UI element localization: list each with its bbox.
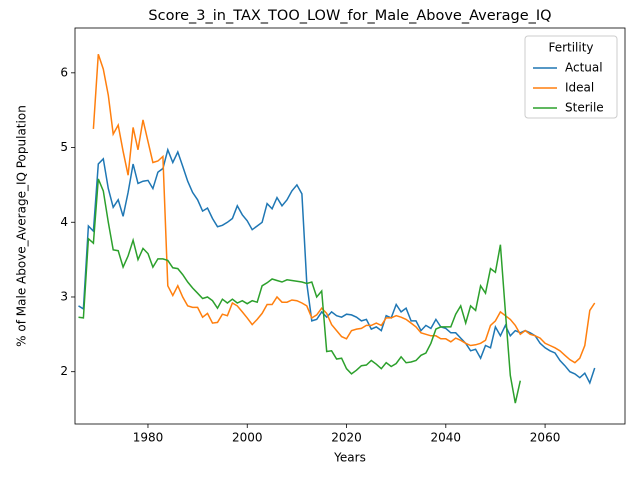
y-tick-label: 6 <box>60 65 68 79</box>
series-line <box>78 147 596 385</box>
plot-frame <box>74 27 626 425</box>
x-tick-label: 2000 <box>232 431 263 445</box>
legend-label: Sterile <box>565 101 604 115</box>
x-axis-label: Years <box>333 451 366 465</box>
x-tick-label: 1980 <box>133 431 164 445</box>
x-tick-label: 2020 <box>331 431 362 445</box>
chart-title: Score_3_in_TAX_TOO_LOW_for_Male_Above_Av… <box>148 8 551 24</box>
y-tick-label: 2 <box>60 364 68 378</box>
legend-label: Actual <box>565 61 603 75</box>
legend-label: Ideal <box>565 81 594 95</box>
x-tick-label: 2060 <box>530 431 561 445</box>
y-axis-label: % of Male Above_Average_IQ Population <box>15 105 29 347</box>
y-tick-label: 4 <box>60 215 68 229</box>
legend-title: Fertility <box>548 41 593 55</box>
x-tick-label: 2040 <box>431 431 462 445</box>
series-line <box>78 178 522 404</box>
y-tick-label: 5 <box>60 140 68 154</box>
series-line <box>92 53 596 364</box>
y-tick-label: 3 <box>60 289 68 303</box>
legend-box <box>524 35 618 119</box>
legend: Fertility Actual Ideal Sterile <box>524 35 618 119</box>
